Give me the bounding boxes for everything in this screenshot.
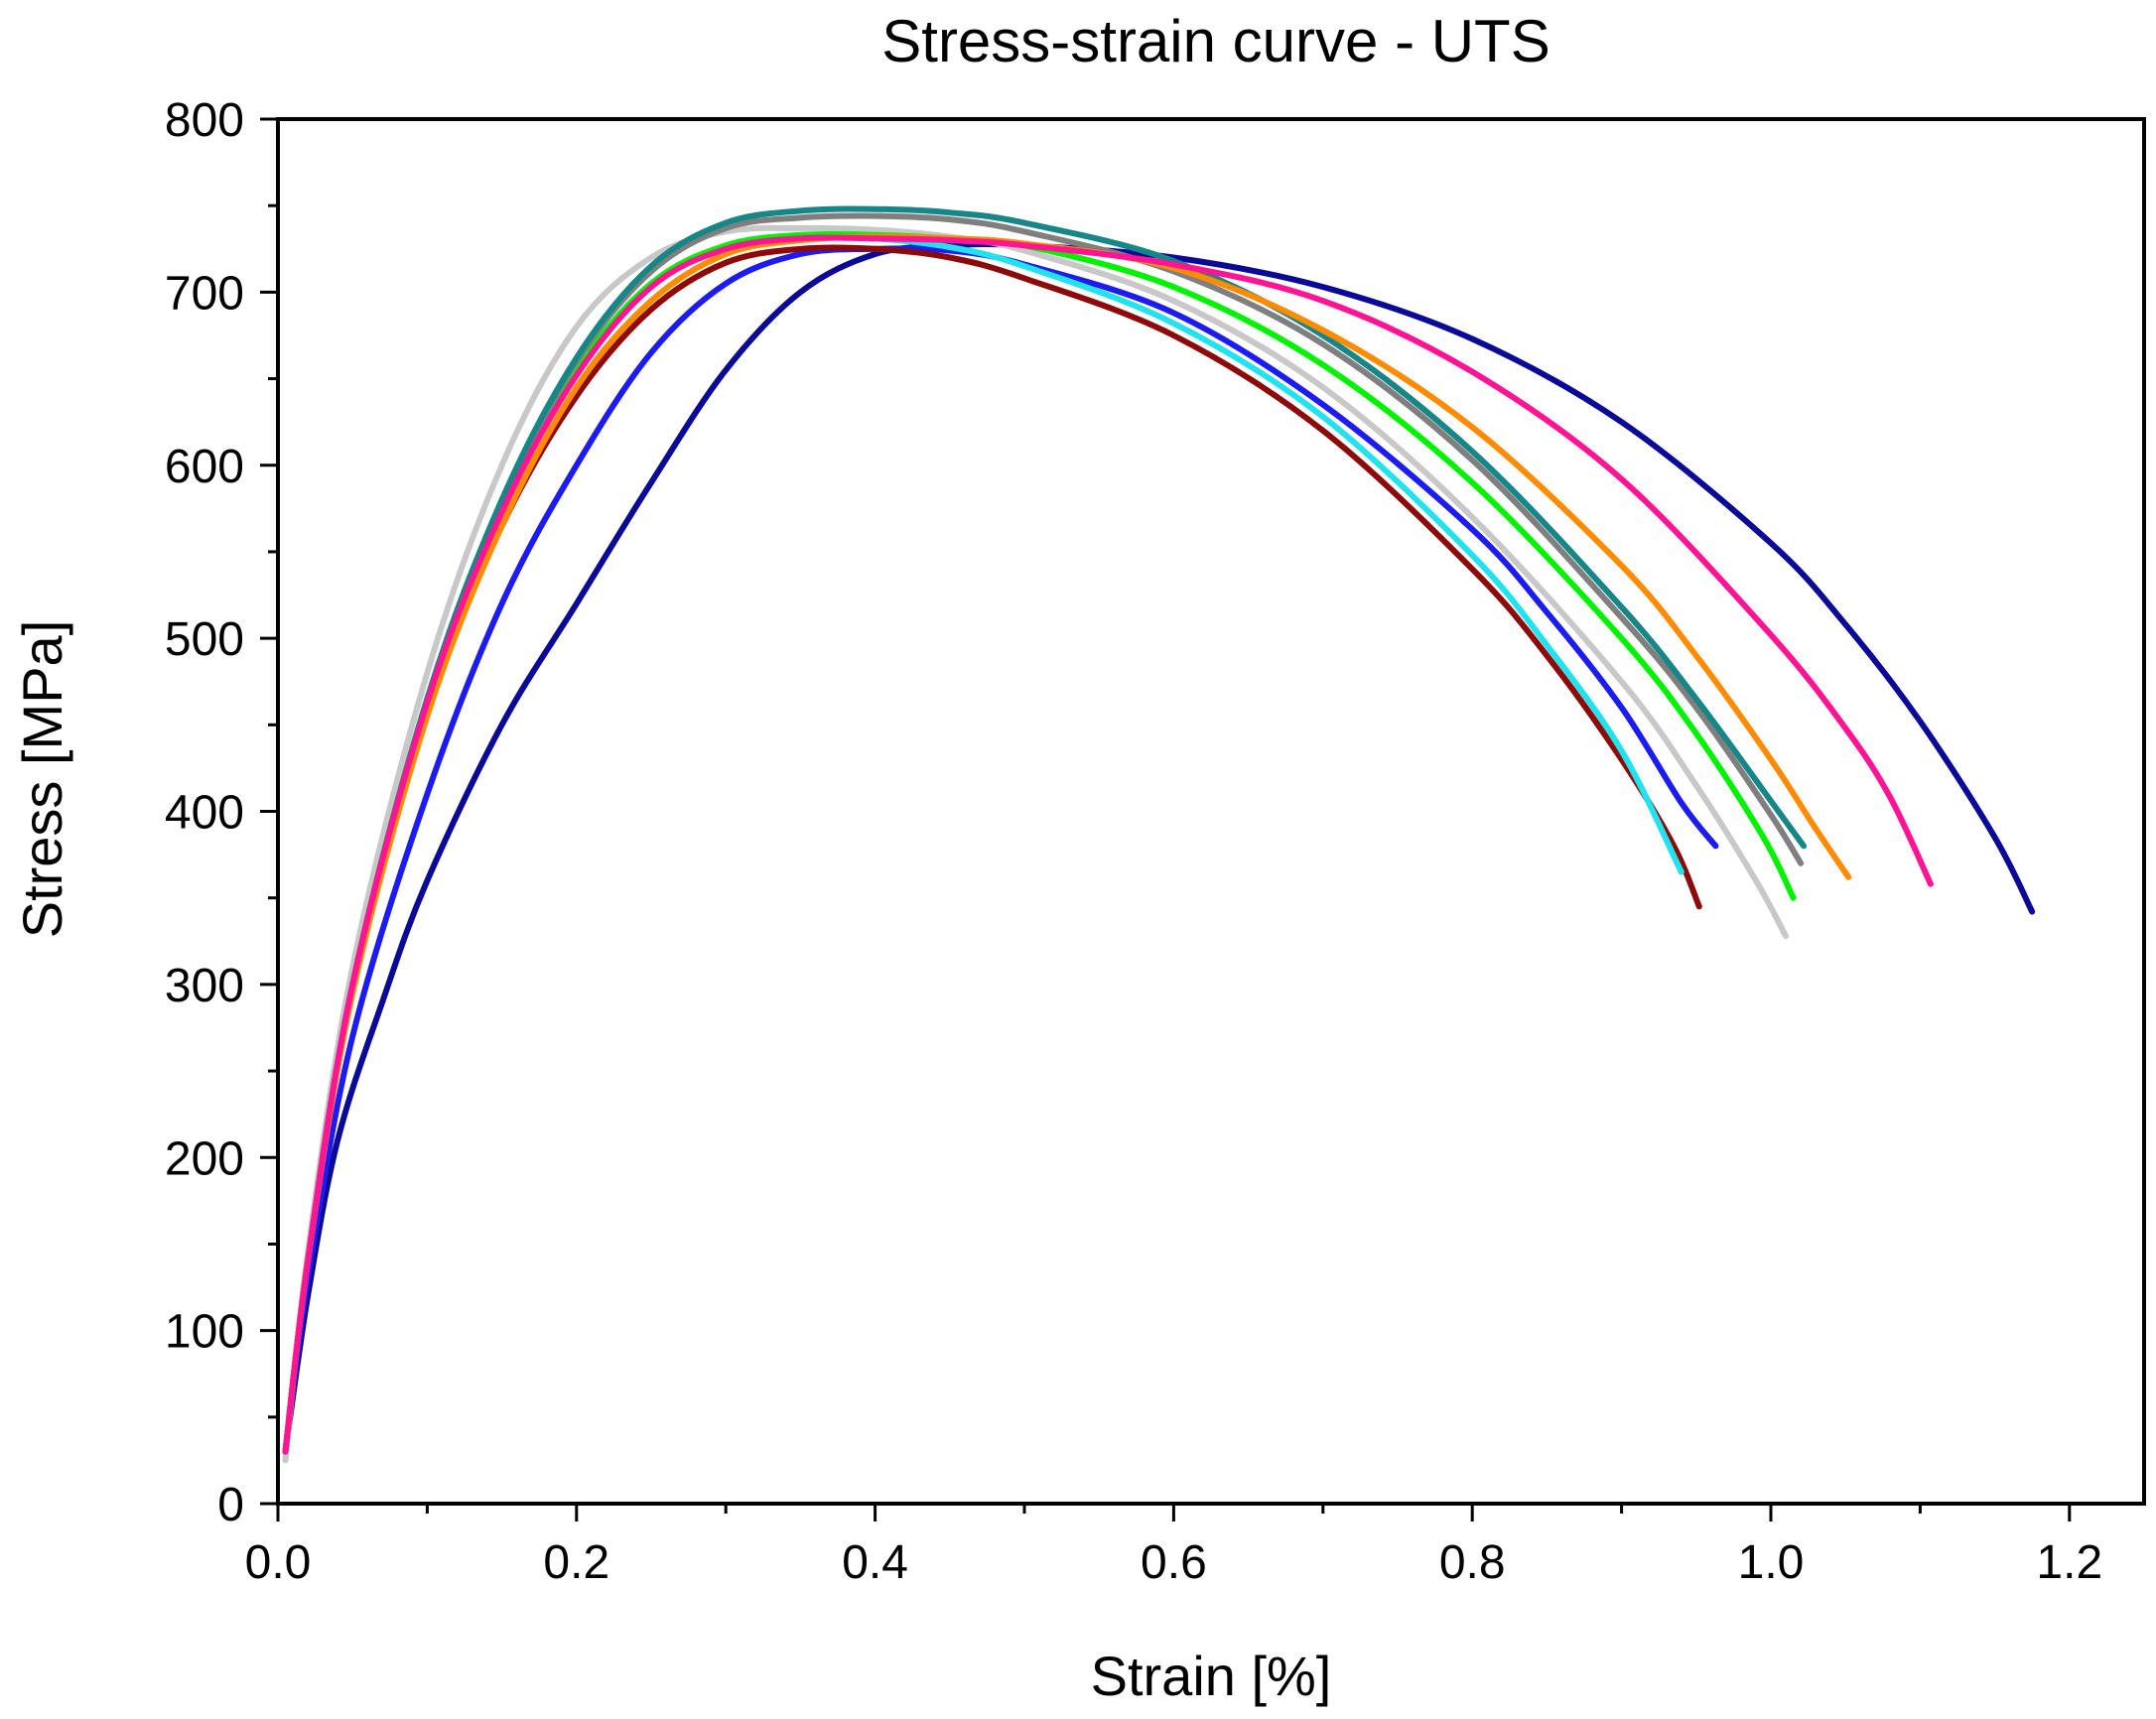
y-tick-label: 0 xyxy=(217,1479,244,1531)
x-axis: 0.0 0.2 0.4 0.6 0.8 1.0 1.2 xyxy=(245,1504,2102,1589)
x-tick-label: 0.6 xyxy=(1141,1536,1207,1589)
x-axis-label: Strain [%] xyxy=(1091,1645,1332,1707)
y-tick-label: 700 xyxy=(165,267,244,320)
y-tick-label: 200 xyxy=(165,1132,244,1185)
series-line-magenta xyxy=(282,234,1934,1455)
x-tick-label: 0.0 xyxy=(245,1536,312,1589)
series-group xyxy=(282,205,2036,1464)
series-line-light-gray xyxy=(282,224,1789,1464)
y-tick-label: 300 xyxy=(165,960,244,1012)
y-tick-label: 600 xyxy=(165,441,244,493)
chart-title: Stress-strain curve - UTS xyxy=(881,8,1550,74)
x-tick-label: 0.4 xyxy=(842,1536,908,1589)
y-tick-label: 400 xyxy=(165,787,244,840)
x-tick-label: 1.0 xyxy=(1738,1536,1805,1589)
y-axis-label: Stress [MPa] xyxy=(11,620,73,939)
x-tick-label: 0.2 xyxy=(543,1536,609,1589)
y-tick-label: 500 xyxy=(165,613,244,666)
y-axis: 0 100 200 300 400 500 600 700 800 xyxy=(165,94,278,1531)
x-tick-label: 1.2 xyxy=(2036,1536,2102,1589)
x-tick-label: 0.8 xyxy=(1439,1536,1506,1589)
y-tick-label: 800 xyxy=(165,94,244,147)
y-tick-label: 100 xyxy=(165,1306,244,1359)
